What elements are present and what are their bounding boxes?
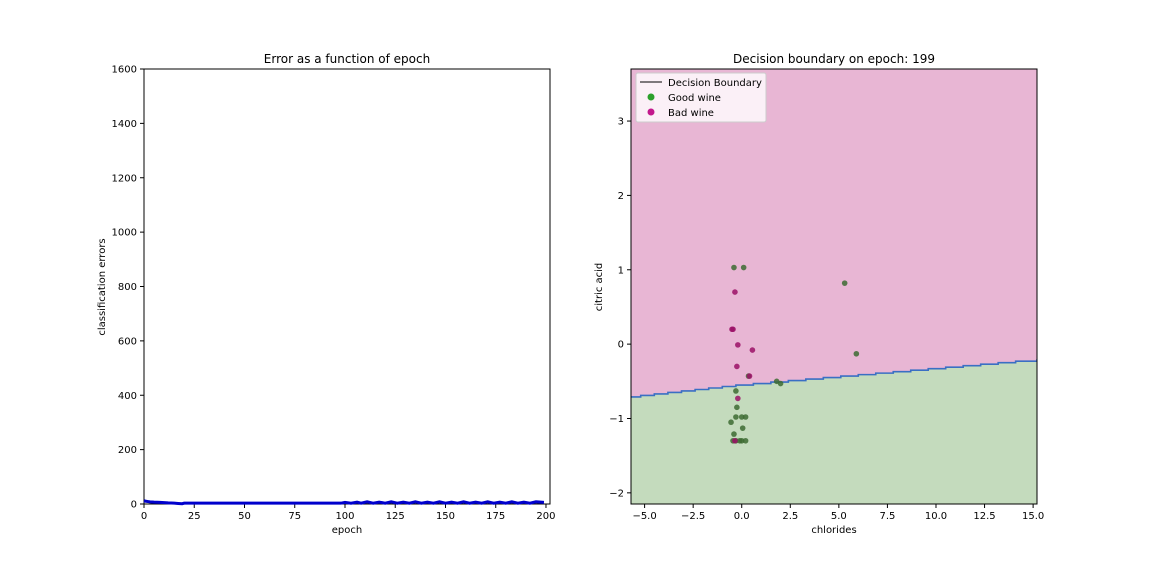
error-xtick-label: 125 [386,511,405,522]
decision-chart-ylabel: citric acid [594,263,605,312]
bad-wine-point [734,363,740,370]
error-xtick-label: 150 [436,511,455,522]
error-ytick-label: 0 [131,500,137,511]
legend-box [635,72,767,123]
legend-boundary-label: Decision Boundary [668,78,762,89]
good-wine-region [631,359,1037,504]
decision-chart-title: Decision boundary on epoch: 199 [733,52,935,66]
error-ytick-label: 600 [118,336,137,347]
decision-chart-axes [630,68,1038,505]
good-wine-point [841,280,848,286]
good-wine-point [739,425,746,431]
decision-xtick-label: 10.0 [925,511,947,522]
good-wine-point [853,350,860,357]
error-xtick-label: 75 [288,511,301,522]
legend-good-label: Good wine [668,93,721,104]
bad-wine-point [732,289,738,295]
error-chart: Error as a function of epoch 0 25 50 75 100 1… [97,52,556,536]
legend-good-swatch [647,93,655,101]
bad-wine-point [735,342,741,348]
error-chart-axes [143,68,551,505]
error-series-line [143,499,545,506]
decision-ytick-label: 3 [618,117,624,128]
legend-bad-swatch [647,108,655,116]
error-xtick-label: 100 [335,511,354,522]
error-chart-xlabel: epoch [332,525,362,536]
error-xtick-label: 175 [486,511,505,522]
decision-xtick-label: 0.0 [734,511,750,522]
bad-wine-point [735,395,741,402]
error-xtick-label: 25 [188,511,201,522]
decision-xtick-label: −2.5 [681,511,705,522]
good-wine-point [742,437,749,444]
error-ytick-label: 1600 [112,65,137,76]
decision-boundary-line [631,359,1037,398]
decision-boundary-chart: Decision boundary on epoch: 199 −5.0 −2.5… [594,52,1044,536]
error-chart-ylabel: classification errors [97,238,108,335]
good-wine-point [733,388,739,394]
decision-ytick-label: −2 [609,488,624,499]
bad-wine-point [729,326,735,333]
decision-ytick-label: 1 [618,265,624,276]
error-xtick-label: 50 [238,511,251,522]
decision-xtick-label: 5.0 [831,511,847,522]
good-wine-point [731,264,737,271]
good-wine-point [731,431,737,437]
good-wine-point [733,414,739,420]
good-wine-point [742,414,749,420]
bad-wine-point [749,347,756,353]
error-ytick-label: 800 [118,282,137,293]
bad-wine-point [732,437,738,444]
good-wine-point [777,380,784,387]
good-wine-point [728,419,734,426]
decision-ytick-label: −1 [609,414,624,425]
error-ytick-label: 400 [118,391,137,402]
error-ytick-label: 1000 [112,228,137,239]
good-wine-point [734,404,740,411]
good-wine-point [740,264,747,271]
good-wine-point [736,437,743,444]
error-xtick-label: 0 [141,511,147,522]
error-ytick-label: 1200 [112,173,137,184]
error-ytick-label: 1400 [112,119,137,130]
bad-wine-point [746,373,753,379]
decision-ytick-label: 2 [618,191,624,202]
legend-bad-label: Bad wine [668,108,714,119]
decision-xtick-label: −5.0 [632,511,656,522]
decision-xtick-label: 15.0 [1022,511,1044,522]
error-chart-title: Error as a function of epoch [264,52,430,66]
error-ytick-label: 200 [118,445,137,456]
decision-ytick-label: 0 [618,340,624,351]
legend: Decision Boundary Good wine Bad wine [635,72,767,123]
decision-xtick-label: 7.5 [879,511,895,522]
decision-xtick-label: 2.5 [782,511,798,522]
decision-xtick-label: 12.5 [973,511,995,522]
decision-chart-xlabel: chlorides [811,525,856,536]
error-xtick-label: 200 [536,511,555,522]
good-wine-point [738,414,745,420]
